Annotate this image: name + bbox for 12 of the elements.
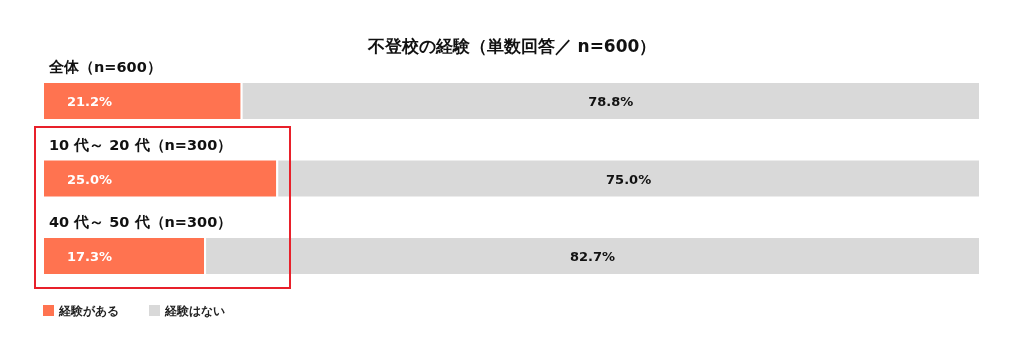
y-tick-label: 10 代～ 20 代（n=300） xyxy=(49,136,233,153)
data-label: 78.8% xyxy=(588,94,634,109)
legend-label: 経験はない xyxy=(164,304,225,318)
data-label: 21.2% xyxy=(67,94,113,109)
y-tick-label: 全体（n=600） xyxy=(48,59,162,75)
legend-label: 経験がある xyxy=(58,304,119,318)
text: 不登校の経験（単数回答／ n=600） xyxy=(366,36,657,56)
y-tick-label: 40 代～ 50 代（n=300） xyxy=(49,214,233,230)
data-label: 25.0% xyxy=(67,171,113,187)
data-label: 17.3% xyxy=(67,249,113,264)
data-label: 75.0% xyxy=(606,171,652,187)
data-label: 82.7% xyxy=(570,249,616,264)
